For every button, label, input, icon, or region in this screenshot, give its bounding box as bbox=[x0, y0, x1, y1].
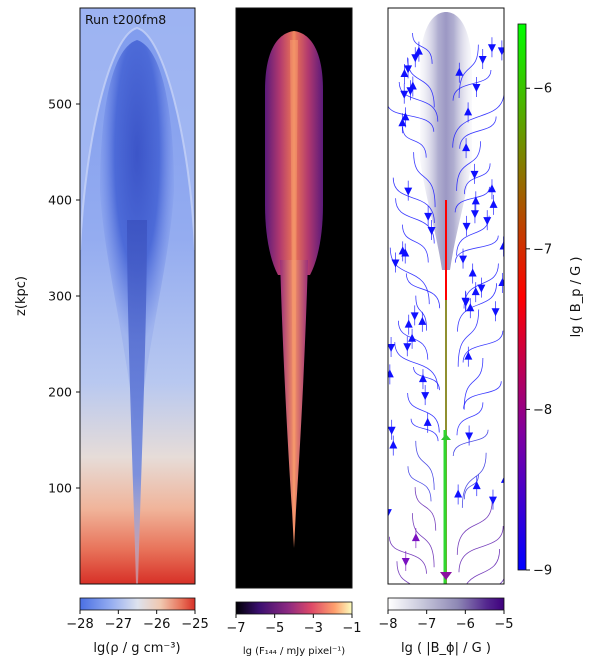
flux-colorbar: −7 −5 −3 −1 lg (F₁₄₄ / mJy pixel⁻¹) bbox=[226, 601, 362, 657]
bp-tick-label: −8 bbox=[533, 403, 552, 418]
density-colorbar: −28 −27 −26 −25 lg(ρ / g cm⁻³) bbox=[66, 597, 209, 656]
bfield-frame bbox=[387, 7, 505, 585]
colorbar-tick-label: −26 bbox=[143, 617, 170, 632]
colorbar-tick-label: −5 bbox=[494, 617, 513, 632]
bp-tick-label: −7 bbox=[533, 242, 552, 257]
density-colorbar-label: lg(ρ / g cm⁻³) bbox=[93, 641, 180, 656]
colorbar-tick-label: −8 bbox=[378, 617, 397, 632]
bp-colorbar-label: lg ( B_p / G ) bbox=[569, 257, 584, 338]
colorbar-tick-label: −7 bbox=[417, 617, 436, 632]
colorbar-tick-label: −1 bbox=[342, 621, 361, 636]
flux-colorbar-label: lg (F₁₄₄ / mJy pixel⁻¹) bbox=[243, 646, 345, 657]
y-tick-label: 200 bbox=[48, 385, 72, 400]
colorbar-tick-label: −27 bbox=[105, 617, 132, 632]
y-tick-label: 100 bbox=[48, 481, 72, 496]
colorbar-tick-label: −5 bbox=[265, 621, 284, 636]
y-tick-label: 500 bbox=[48, 97, 72, 112]
bp-tick-label: −9 bbox=[533, 564, 552, 579]
y-tick-label: 400 bbox=[48, 193, 72, 208]
bp-colorbar: −6 −7 −8 −9 lg ( B_p / G ) bbox=[517, 23, 584, 579]
density-panel: Run t200fm8 100 200 300 400 500 z(kpc) bbox=[14, 7, 196, 585]
y-axis-label: z(kpc) bbox=[14, 276, 29, 316]
colorbar-tick-label: −3 bbox=[304, 621, 323, 636]
flux-panel bbox=[235, 7, 353, 589]
colorbar-tick-label: −6 bbox=[456, 617, 475, 632]
colorbar-tick-label: −7 bbox=[226, 621, 245, 636]
y-axis: 100 200 300 400 500 bbox=[48, 97, 80, 496]
colorbar-tick-label: −28 bbox=[66, 617, 93, 632]
colorbar-tick-label: −25 bbox=[181, 617, 208, 632]
streamlines bbox=[388, 32, 504, 584]
flux-frame bbox=[235, 7, 353, 589]
y-tick-label: 300 bbox=[48, 289, 72, 304]
bp-tick-label: −6 bbox=[533, 82, 552, 97]
run-annotation: Run t200fm8 bbox=[85, 12, 166, 27]
bfield-panel bbox=[387, 7, 505, 585]
bphi-colorbar: −8 −7 −6 −5 lg ( |B_ϕ| / G ) bbox=[378, 597, 514, 656]
bphi-colorbar-label: lg ( |B_ϕ| / G ) bbox=[401, 641, 491, 656]
